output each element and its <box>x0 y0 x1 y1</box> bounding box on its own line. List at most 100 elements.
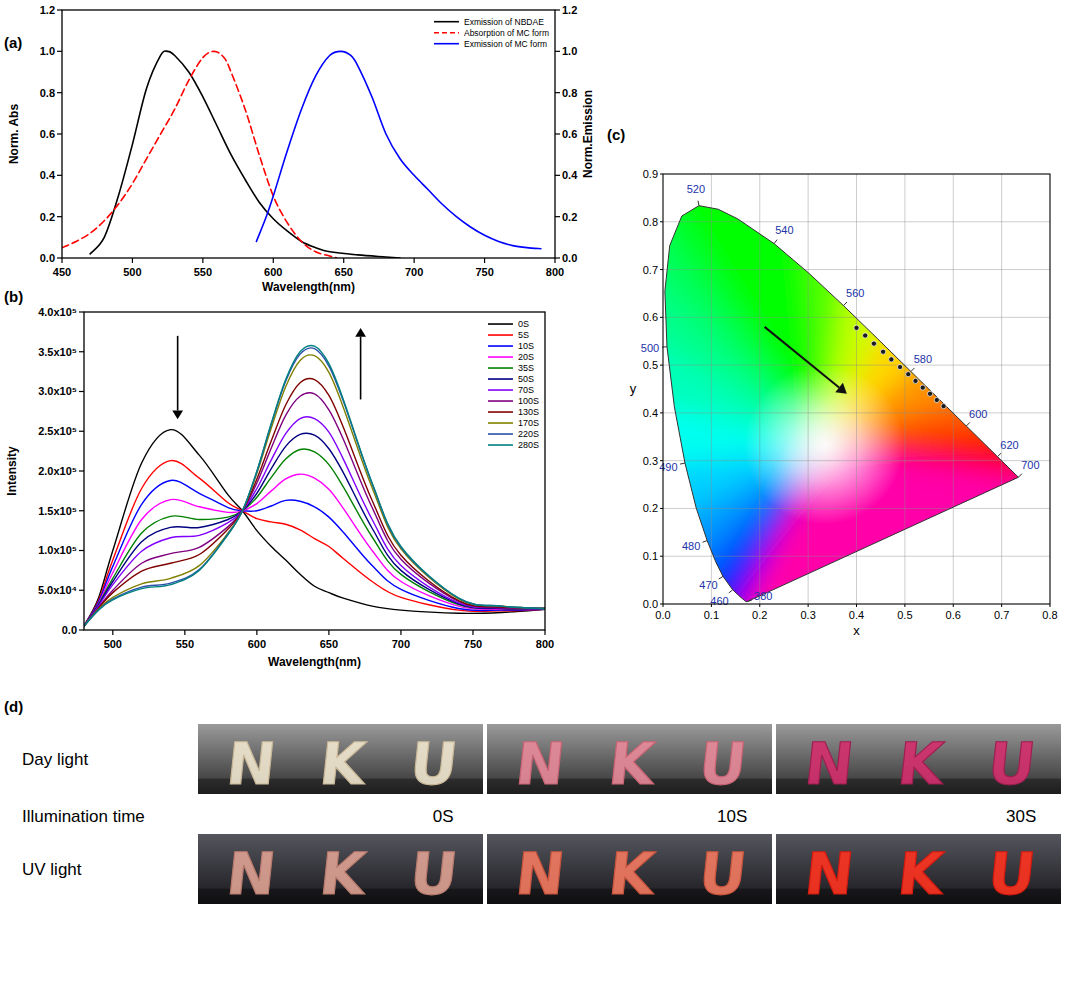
data-point <box>934 397 939 402</box>
wavelength-tick <box>966 422 970 426</box>
grid-line <box>663 221 1050 222</box>
legend-label: 35S <box>518 363 534 373</box>
y-tick-label: 0.9 <box>643 168 658 180</box>
y2-tick-label: 1.0 <box>562 45 577 57</box>
y2-tick-label: 0.0 <box>562 252 577 264</box>
series-line <box>84 345 545 626</box>
series-group <box>62 51 541 258</box>
x-tick <box>711 604 712 607</box>
series-line <box>84 433 545 626</box>
photo-letter: U <box>696 730 750 798</box>
x-tick <box>1001 604 1002 607</box>
x-axis-title: Wavelength(nm) <box>268 655 361 669</box>
y-tick <box>57 216 62 217</box>
y-tick <box>660 412 663 413</box>
grid-line <box>1001 174 1002 604</box>
wavelength-tick <box>729 590 733 593</box>
wavelength-label: 700 <box>1021 459 1039 471</box>
x-tick <box>554 258 555 263</box>
y-tick-label: 1.0x10⁵ <box>38 544 77 556</box>
series-line <box>84 449 545 626</box>
y2-tick-label: 0.2 <box>562 211 577 223</box>
legend-swatch <box>488 389 513 391</box>
x-tick <box>484 258 485 263</box>
y-tick <box>660 556 663 557</box>
data-point <box>854 325 859 330</box>
locus-fill <box>617 134 1073 649</box>
y-tick <box>79 470 84 471</box>
panel-letter: (c) <box>607 126 625 143</box>
x-tick <box>256 630 257 635</box>
x-tick-label: 0.8 <box>1042 609 1057 621</box>
x-tick <box>414 258 415 263</box>
x-tick-label: 450 <box>53 266 71 278</box>
grid-line <box>953 174 954 604</box>
y-tick <box>660 269 663 270</box>
y2-tick-label: 0.6 <box>562 128 577 140</box>
x-tick-label: 0.0 <box>655 609 670 621</box>
data-point <box>871 341 876 346</box>
x-tick-label: 0.1 <box>704 609 719 621</box>
y-tick <box>57 133 62 134</box>
time-label: Illumination time <box>22 807 145 826</box>
y2-axis-title: Norm.Emission <box>581 90 595 178</box>
y2-tick <box>555 257 560 258</box>
data-point <box>941 404 946 409</box>
legend-label: 5S <box>518 330 529 340</box>
arrow <box>172 336 183 419</box>
panel-letter: (b) <box>4 288 23 305</box>
grid-line <box>808 174 809 604</box>
wavelength-label: 500 <box>641 342 659 354</box>
legend-swatch <box>488 378 513 380</box>
arrow-shaft <box>765 327 839 388</box>
grid-line <box>663 269 1050 270</box>
y-tick-label: 0.2 <box>40 211 55 223</box>
x-tick-label: 0.5 <box>897 609 912 621</box>
y-tick <box>57 175 62 176</box>
series-group <box>854 325 946 409</box>
arrow-head <box>835 383 847 394</box>
series-line <box>256 51 541 248</box>
y-tick <box>79 590 84 591</box>
x-tick <box>61 258 62 263</box>
legend-label: 0S <box>518 319 529 329</box>
y-tick <box>660 317 663 318</box>
row-label: Day light <box>22 750 88 769</box>
time-value: 0S <box>433 807 454 826</box>
photo-letter: K <box>317 730 371 798</box>
arrow-shaft <box>360 337 362 400</box>
legend-swatch <box>488 400 513 402</box>
y-tick-label: 0.2 <box>643 502 658 514</box>
x-tick <box>904 604 905 607</box>
y-tick-label: 0.6 <box>40 128 55 140</box>
wavelength-tick <box>702 541 707 543</box>
x-tick-label: 650 <box>335 266 353 278</box>
y-tick-label: 0.8 <box>40 87 55 99</box>
x-tick-label: 0.6 <box>946 609 961 621</box>
legend-swatch <box>434 43 459 45</box>
arrow-shaft <box>177 336 179 411</box>
x-tick-label: 800 <box>536 638 554 650</box>
wavelength-tick <box>911 368 915 372</box>
legend-swatch <box>434 32 459 34</box>
wavelength-label: 470 <box>699 579 717 591</box>
wavelength-tick <box>680 463 685 464</box>
x-tick-label: 800 <box>546 266 564 278</box>
y2-tick-label: 0.4 <box>562 169 578 181</box>
series-line <box>84 393 545 626</box>
data-point <box>863 333 868 338</box>
x-tick <box>856 604 857 607</box>
photo-letter: N <box>513 730 569 798</box>
y-tick-label: 0.0 <box>62 624 77 636</box>
y-tick-label: 0.0 <box>643 598 658 610</box>
row-label: UV light <box>22 860 82 879</box>
wavelength-label: 480 <box>682 540 700 552</box>
photo-letter: N <box>802 840 858 908</box>
data-point <box>913 378 918 383</box>
wavelength-tick <box>843 302 846 306</box>
arrow-head <box>172 411 183 420</box>
plot-frame <box>663 174 1050 604</box>
legend-label: 220S <box>518 429 539 439</box>
y-tick <box>79 431 84 432</box>
chart-panel: 3804604704804905005205405605806006207000… <box>607 126 1073 649</box>
